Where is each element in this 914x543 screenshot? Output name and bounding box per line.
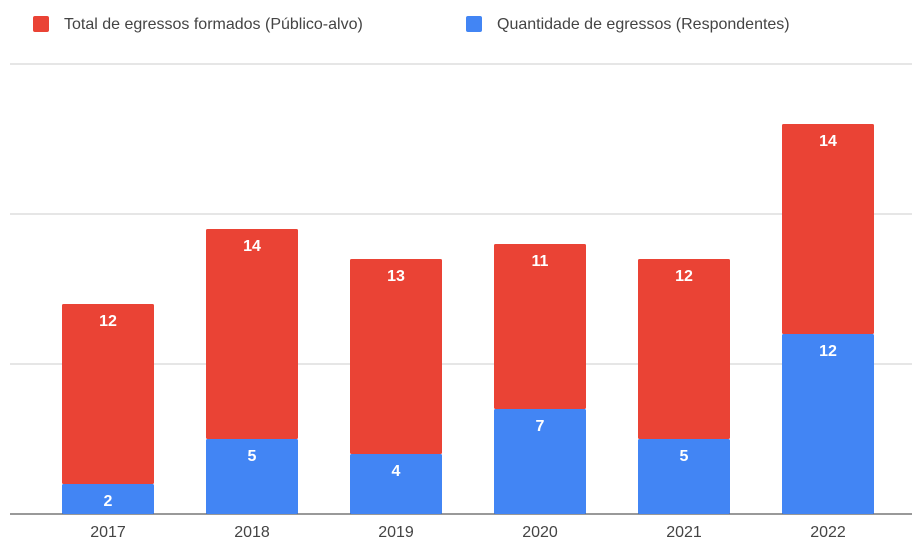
value-label: 13 [387, 268, 405, 285]
value-label: 12 [99, 313, 117, 330]
value-label: 2 [104, 493, 113, 510]
value-label: 14 [819, 133, 837, 150]
bar-segment [782, 124, 874, 334]
legend-swatch [466, 16, 482, 32]
value-label: 14 [243, 238, 261, 255]
x-tick-label: 2018 [234, 524, 270, 541]
value-label: 4 [392, 463, 401, 480]
bar-segment [350, 259, 442, 454]
x-tick-label: 2017 [90, 524, 126, 541]
bar-segment [638, 439, 730, 514]
bar-segment [350, 454, 442, 514]
bar-segment [494, 244, 586, 409]
x-tick-label: 2019 [378, 524, 414, 541]
value-label: 12 [819, 343, 837, 360]
x-tick-label: 2020 [522, 524, 558, 541]
x-tick-label: 2021 [666, 524, 702, 541]
bar-segment [62, 484, 154, 514]
x-tick-label: 2022 [810, 524, 846, 541]
bar-segment [206, 229, 298, 439]
legend-label: Total de egressos formados (Público-alvo… [64, 16, 363, 33]
value-label: 11 [532, 253, 549, 270]
bar-segment [206, 439, 298, 514]
bar-segment [638, 259, 730, 439]
value-label: 7 [536, 418, 545, 435]
value-label: 5 [248, 448, 257, 465]
bar-segment [782, 334, 874, 514]
bar-segment [62, 304, 154, 484]
bar-segment [494, 409, 586, 514]
legend-label: Quantidade de egressos (Respondentes) [497, 16, 790, 33]
value-label: 5 [680, 448, 689, 465]
value-label: 12 [675, 268, 693, 285]
legend-swatch [33, 16, 49, 32]
